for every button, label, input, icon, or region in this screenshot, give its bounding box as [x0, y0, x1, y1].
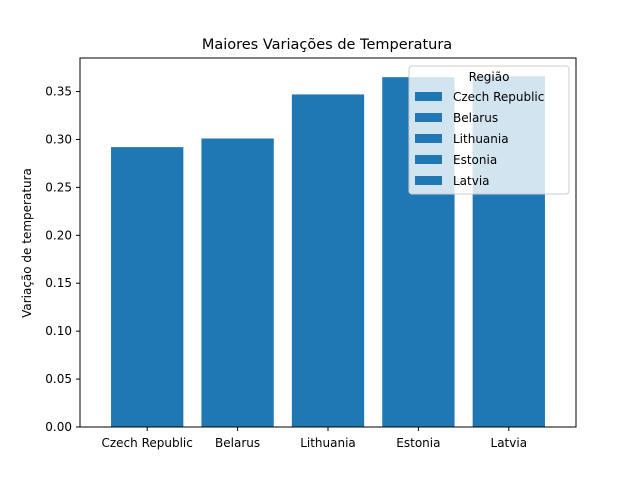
x-axis: Czech Republic Belarus Lithuania Estonia Lat…	[102, 427, 528, 450]
y-tick-label: 0.10	[45, 324, 72, 338]
legend-entry: Belarus	[453, 111, 498, 125]
chart-title: Maiores Variações de Temperatura	[202, 37, 452, 53]
legend-swatch	[415, 113, 442, 122]
x-tick-label: Czech Republic	[102, 436, 193, 450]
legend-entry: Latvia	[453, 174, 490, 188]
plot-frame	[79, 57, 577, 428]
x-tick-label: Lithuania	[300, 436, 356, 450]
legend-swatch	[415, 92, 442, 101]
y-tick-label: 0.30	[45, 132, 72, 146]
y-tick-label: 0.25	[45, 180, 72, 194]
bar	[291, 94, 365, 427]
x-tick-label: Estonia	[396, 436, 440, 450]
legend: Região Czech Republic Belarus Lithuania Esto…	[408, 65, 570, 195]
legend-entry: Czech Republic	[453, 90, 544, 104]
y-axis-label: Variação de temperatura	[20, 168, 34, 318]
bar	[111, 147, 184, 427]
y-tick-label: 0.35	[45, 85, 72, 99]
legend-title: Região	[469, 70, 510, 84]
legend-box	[408, 65, 570, 195]
y-tick-label: 0.20	[45, 228, 72, 242]
legend-swatch	[415, 176, 442, 185]
legend-entry: Lithuania	[453, 132, 509, 146]
y-tick-label: 0.00	[45, 420, 72, 434]
y-tick-label: 0.15	[45, 276, 72, 290]
x-tick-label: Belarus	[215, 436, 260, 450]
y-tick-label: 0.05	[45, 372, 72, 386]
y-axis: 0.00 0.05 0.10 0.15 0.20 0.25 0.30 0.35	[45, 85, 80, 434]
legend-swatch	[415, 155, 442, 164]
bar	[201, 138, 274, 427]
legend-entry: Estonia	[453, 153, 497, 167]
legend-swatch	[415, 134, 442, 143]
x-tick-label: Latvia	[491, 436, 528, 450]
